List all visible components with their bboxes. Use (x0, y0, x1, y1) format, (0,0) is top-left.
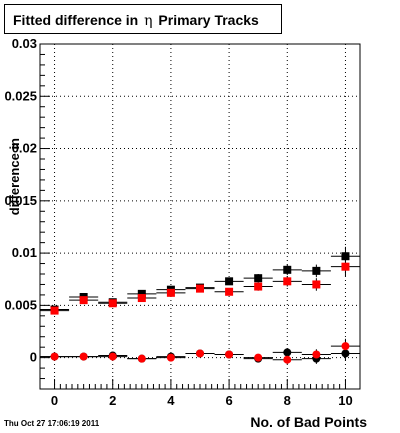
x-tick-label: 0 (51, 393, 58, 408)
title-box: Fitted difference in η Primary Tracks (4, 4, 282, 34)
chart-title-text: Fitted difference in (13, 12, 139, 28)
data-point-square (283, 265, 292, 274)
y-tick-label: 0 (30, 350, 37, 365)
data-point-square (108, 299, 117, 308)
data-point-square (254, 282, 263, 291)
x-tick-label: 6 (225, 393, 232, 408)
data-point-square (312, 266, 321, 275)
data-point-square (254, 274, 263, 283)
data-point-square (137, 289, 146, 298)
data-point-square (166, 288, 175, 297)
y-tick-label: 0.03 (12, 36, 37, 51)
y-axis-label: difference in (7, 138, 22, 215)
data-point-circle (79, 352, 88, 361)
data-point-square (50, 306, 59, 315)
data-point-circle (50, 352, 59, 361)
data-point-circle (283, 355, 292, 364)
data-point-circle (312, 350, 321, 359)
y-tick-label: 0.005 (4, 297, 37, 312)
data-point-square (341, 262, 350, 271)
data-point-square (341, 252, 350, 261)
y-tick-label: 0.02 (12, 141, 37, 156)
data-point-square (137, 294, 146, 303)
eta-symbol: η (144, 13, 153, 29)
data-point-square (283, 277, 292, 286)
data-point-circle (166, 353, 175, 362)
plot-frame (39, 43, 361, 390)
data-point-circle (137, 354, 146, 363)
chart-title: Fitted difference in η Primary Tracks (13, 12, 259, 29)
data-point-circle (341, 342, 350, 351)
y-tick-label: 0.015 (4, 193, 37, 208)
data-marks (40, 246, 360, 364)
data-point-square (312, 280, 321, 289)
axes: 0 2 4 6 8 10 0 0.005 0.01 0.015 0.02 0.025 0.03 (4, 36, 352, 408)
grid (40, 43, 360, 389)
data-point-circle (225, 350, 234, 359)
data-point-square (225, 287, 234, 296)
y-tick-label: 0.025 (4, 88, 37, 103)
x-tick-label: 10 (338, 393, 352, 408)
timestamp: Thu Oct 27 17:06:19 2011 (4, 419, 100, 428)
data-point-circle (254, 353, 263, 362)
data-point-square (225, 277, 234, 286)
y-tick-label: 0.01 (12, 245, 37, 260)
data-point-circle (283, 348, 292, 357)
x-tick-label: 4 (167, 393, 175, 408)
x-tick-label: 8 (284, 393, 291, 408)
data-point-circle (108, 352, 117, 361)
data-point-circle (196, 349, 204, 358)
x-tick-label: 2 (109, 393, 116, 408)
data-point-square (79, 296, 88, 305)
chart-title-suffix: Primary Tracks (158, 12, 259, 28)
x-axis-label: No. of Bad Points (250, 414, 367, 430)
data-point-square (196, 284, 204, 293)
